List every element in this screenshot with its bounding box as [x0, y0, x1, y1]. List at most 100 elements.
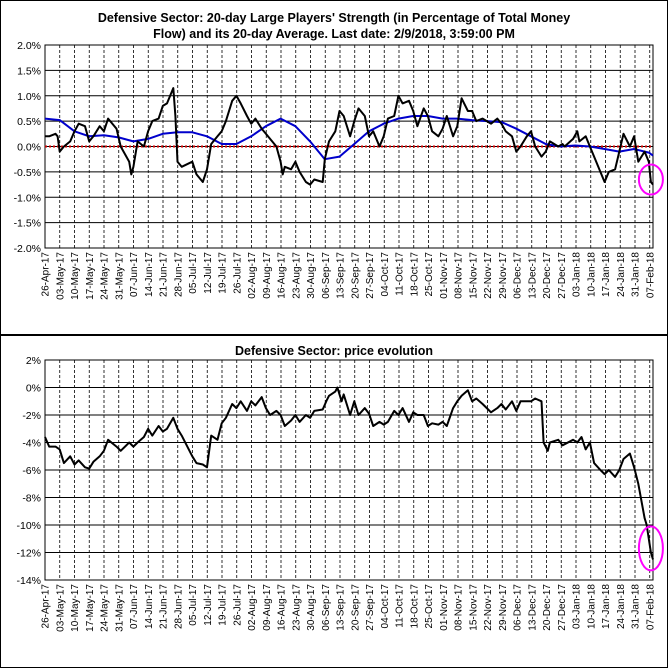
chart-2-highlight-ellipse [637, 525, 664, 572]
chart-2-x-tick-label: 22-Nov-17 [483, 584, 494, 631]
chart-1-x-tick-label: 25-Oct-17 [424, 252, 435, 297]
chart-1-y-tick-label: 0.5% [17, 116, 41, 128]
chart-1-x-tick-label: 07-Feb-18 [645, 252, 656, 299]
chart-1-y-tick-label: -2.0% [14, 243, 41, 255]
chart-2-x-tick-label: 25-Oct-17 [424, 584, 435, 629]
chart-2-x-tick-label: 07-Jun-17 [129, 584, 140, 629]
chart-1-x-tick-label: 20-Dec-17 [542, 252, 553, 299]
chart-1-x-tick-label: 27-Dec-17 [557, 252, 568, 299]
chart-2-x-tick-label: 27-Sep-17 [365, 584, 376, 631]
chart-1-x-tick-label: 17-May-17 [85, 252, 96, 300]
top-chart-frame [0, 0, 668, 335]
chart-2-y-tick-label: 2% [26, 355, 41, 367]
bottom-chart-frame [0, 335, 668, 668]
chart-2-x-tick-label: 19-Jul-17 [218, 584, 229, 626]
chart-2-x-tick-label: 02-Aug-17 [247, 584, 258, 631]
chart-2-x-tick-label: 05-Jul-17 [188, 584, 199, 626]
chart-1-x-tick-label: 16-Aug-17 [277, 252, 288, 299]
chart-2-x-tick-label: 17-Jan-18 [601, 584, 612, 629]
chart-1-x-tick-label: 19-Jul-17 [218, 252, 229, 294]
chart-2-x-tick-label: 20-Sep-17 [350, 584, 361, 631]
chart-2-x-tick-label: 28-Jun-17 [173, 584, 184, 629]
chart-2-x-tick-label: 08-Nov-17 [454, 584, 465, 631]
chart-1-x-tick-label: 10-May-17 [70, 252, 81, 300]
chart-2-x-tick-label: 23-Aug-17 [291, 584, 302, 631]
chart-2-x-tick-label: 30-Aug-17 [306, 584, 317, 631]
chart-1-x-tick-label: 07-Jun-17 [129, 252, 140, 297]
chart-1-series-2-line [44, 115, 654, 161]
chart-1-x-tick-label: 15-Nov-17 [468, 252, 479, 299]
chart-1-x-tick-label: 06-Dec-17 [513, 252, 524, 299]
chart-2-x-tick-label: 31-Jan-18 [631, 584, 642, 629]
chart-2-x-tick-label: 26-Apr-17 [41, 584, 52, 629]
chart-2-y-tick-label: -4% [22, 438, 41, 450]
chart-1-x-tick-label: 31-Jan-18 [631, 252, 642, 297]
chart-1-x-tick-label: 31-May-17 [114, 252, 125, 300]
chart-1-x-tick-label: 17-Jan-18 [601, 252, 612, 297]
chart-2-x-tick-label: 17-May-17 [85, 584, 96, 632]
chart-2-x-tick-label: 31-May-17 [114, 584, 125, 632]
chart-1-x-tick-label: 27-Sep-17 [365, 252, 376, 299]
chart-1-x-tick-label: 02-Aug-17 [247, 252, 258, 299]
chart-2-x-tick-label: 04-Oct-17 [380, 584, 391, 629]
chart-1-x-tick-label: 22-Nov-17 [483, 252, 494, 299]
chart-1-series-1-line [45, 87, 654, 186]
chart-2-x-tick-label: 20-Dec-17 [542, 584, 553, 631]
chart-1-x-tick-label: 13-Dec-17 [527, 252, 538, 299]
chart-1-y-tick-label: -1.0% [14, 192, 41, 204]
chart-1-y-tick-label: 0.0% [17, 142, 41, 154]
chart-2-x-tick-label: 07-Feb-18 [645, 584, 656, 631]
chart-2-title: Defensive Sector: price evolution [235, 344, 433, 358]
chart-2-x-tick-label: 13-Dec-17 [527, 584, 538, 631]
chart-2-x-tick-label: 13-Sep-17 [336, 584, 347, 631]
chart-2-y-tick-label: -6% [22, 465, 41, 477]
chart-1-y-tick-label: -0.5% [14, 167, 41, 179]
chart-1-x-tick-label: 14-Jun-17 [144, 252, 155, 297]
chart-2-x-tick-label: 24-May-17 [100, 584, 111, 632]
chart-1-x-tick-label: 08-Nov-17 [454, 252, 465, 299]
chart-1-x-tick-label: 05-Jul-17 [188, 252, 199, 294]
chart-1-x-tick-label: 03-Jan-18 [572, 252, 583, 297]
chart-1-x-tick-label: 24-May-17 [100, 252, 111, 300]
chart-2-x-tick-label: 09-Aug-17 [262, 584, 273, 631]
chart-1-x-tick-label: 04-Oct-17 [380, 252, 391, 297]
chart-2-y-tick-label: -12% [16, 548, 41, 560]
chart-2-x-tick-label: 10-May-17 [70, 584, 81, 632]
chart-1-x-tick-label: 09-Aug-17 [262, 252, 273, 299]
chart-2-x-tick-label: 26-Jul-17 [232, 584, 243, 626]
chart-2-x-tick-label: 14-Jun-17 [144, 584, 155, 629]
chart-2-x-tick-label: 21-Jun-17 [159, 584, 170, 629]
chart-1-x-tick-label: 01-Nov-17 [439, 252, 450, 299]
chart-2-y-tick-label: -8% [22, 493, 41, 505]
chart-2-x-tick-label: 15-Nov-17 [468, 584, 479, 631]
chart-1-x-tick-label: 13-Sep-17 [336, 252, 347, 299]
chart-1-x-tick-label: 23-Aug-17 [291, 252, 302, 299]
chart-1-x-tick-label: 21-Jun-17 [159, 252, 170, 297]
chart-1-x-tick-label: 18-Oct-17 [409, 252, 420, 297]
chart-2-x-tick-label: 06-Sep-17 [321, 584, 332, 631]
chart-2-x-tick-label: 10-Jan-18 [586, 584, 597, 629]
chart-2-x-tick-label: 06-Dec-17 [513, 584, 524, 631]
chart-2-x-tick-label: 18-Oct-17 [409, 584, 420, 629]
chart-1-x-tick-label: 06-Sep-17 [321, 252, 332, 299]
chart-1-title-line-1: Defensive Sector: 20-day Large Players' … [98, 11, 570, 25]
chart-2-x-tick-label: 29-Nov-17 [498, 584, 509, 631]
chart-2-x-tick-label: 03-May-17 [55, 584, 66, 632]
chart-1-highlight-ellipse [637, 163, 664, 196]
chart-1-y-tick-label: 2.0% [17, 40, 41, 52]
chart-1-y-tick-label: 1.5% [17, 65, 41, 77]
chart-2-x-tick-label: 24-Jan-18 [616, 584, 627, 629]
chart-1-x-tick-label: 24-Jan-18 [616, 252, 627, 297]
chart-1-x-tick-label: 26-Apr-17 [41, 252, 52, 297]
chart-2-y-tick-label: -2% [22, 410, 41, 422]
chart-2-series-1-line [44, 386, 654, 560]
chart-1-x-tick-label: 30-Aug-17 [306, 252, 317, 299]
chart-1-y-tick-label: 1.0% [17, 91, 41, 103]
chart-2-x-tick-label: 03-Jan-18 [572, 584, 583, 629]
chart-2-x-tick-label: 12-Jul-17 [203, 584, 214, 626]
chart-1-x-tick-label: 29-Nov-17 [498, 252, 509, 299]
chart-2-plot-area [44, 359, 654, 581]
chart-1-x-tick-label: 20-Sep-17 [350, 252, 361, 299]
chart-1-y-tick-label: -1.5% [14, 218, 41, 230]
chart-2-y-tick-label: -10% [16, 520, 41, 532]
